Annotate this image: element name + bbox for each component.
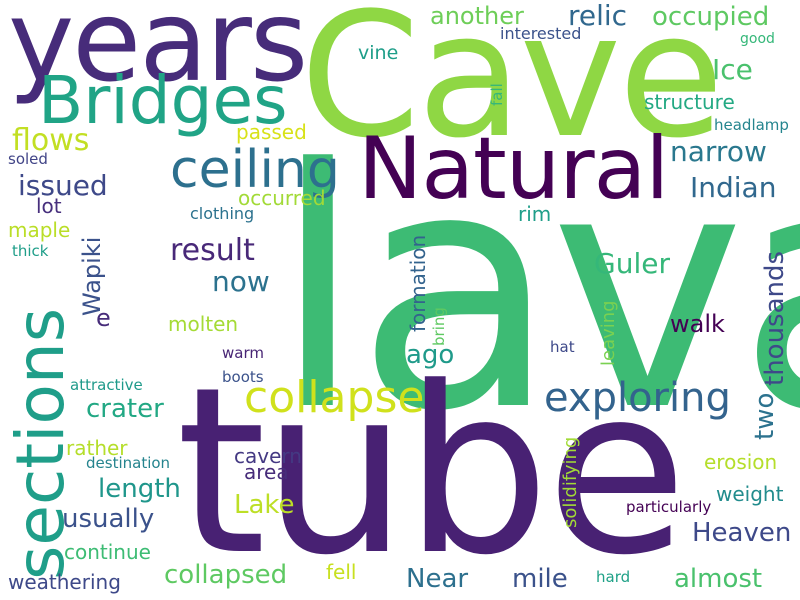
word-rather: rather — [66, 436, 128, 460]
word-clothing: clothing — [190, 204, 255, 223]
word-now: now — [212, 265, 270, 298]
word-rim: rim — [518, 202, 552, 226]
word-flows: flows — [12, 123, 90, 158]
word-cave: Cave — [300, 0, 724, 176]
word-occupied: occupied — [652, 2, 770, 32]
word-exploring: exploring — [544, 375, 731, 421]
word-lava: lava — [272, 99, 800, 483]
word-mile: mile — [512, 564, 568, 594]
word-warm: warm — [222, 344, 264, 362]
word-erosion: erosion — [704, 450, 778, 474]
word-fell: fell — [326, 560, 357, 584]
word-narrow: narrow — [670, 135, 767, 168]
word-destination: destination — [86, 454, 171, 472]
word-e: e — [96, 304, 111, 332]
word-ice: Ice — [712, 53, 753, 86]
word-continue: continue — [64, 540, 151, 564]
word-passed: passed — [236, 120, 307, 144]
word-particularly: particularly — [626, 498, 712, 516]
word-maple: maple — [8, 218, 71, 242]
word-crater: crater — [86, 394, 164, 424]
word-soled: soled — [8, 150, 48, 168]
word-years: years — [8, 0, 308, 107]
word-issued: issued — [18, 169, 108, 202]
word-thousands: thousands — [760, 250, 790, 386]
word-guler: Guler — [594, 247, 670, 280]
word-natural: Natural — [358, 119, 669, 219]
word-structure: structure — [644, 90, 735, 114]
word-almost: almost — [674, 564, 763, 594]
word-collapse: collapse — [244, 372, 425, 423]
word-tube: tube — [176, 339, 687, 600]
word-result: result — [170, 233, 255, 268]
word-ago: ago — [406, 340, 455, 370]
word-attractive: attractive — [70, 376, 143, 394]
word-near: Near — [406, 564, 469, 594]
word-headlamp: headlamp — [714, 116, 789, 134]
word-boots: boots — [222, 368, 264, 386]
word-weathering: weathering — [8, 570, 121, 594]
word-lake: Lake — [234, 490, 295, 520]
word-leaving: leaving — [598, 300, 619, 366]
word-relic: relic — [568, 0, 628, 32]
word-indian: Indian — [690, 171, 777, 204]
word-cavern: cavern — [234, 444, 302, 468]
word-interested: interested — [500, 24, 582, 43]
word-collapsed: collapsed — [164, 560, 288, 590]
word-lot: lot — [36, 194, 62, 218]
word-two: two — [750, 392, 780, 440]
word-formation: formation — [406, 234, 430, 332]
word-area: area — [244, 460, 289, 484]
word-heaven: Heaven — [692, 518, 792, 548]
word-thick: thick — [12, 242, 49, 260]
word-hat: hat — [550, 338, 575, 356]
word-fall: fall — [488, 83, 506, 106]
word-hard: hard — [596, 568, 631, 586]
word-another: another — [430, 2, 524, 30]
word-usually: usually — [62, 504, 155, 534]
word-weight: weight — [716, 482, 784, 506]
word-molten: molten — [168, 312, 239, 336]
word-bridges: Bridges — [38, 62, 288, 139]
word-vine: vine — [358, 42, 399, 64]
word-solidifying: solidifying — [560, 436, 581, 528]
word-good: good — [740, 31, 775, 47]
word-walk: walk — [670, 310, 725, 338]
word-length: length — [98, 474, 181, 504]
word-occurred: occurred — [238, 186, 326, 210]
word-ceiling: ceiling — [170, 140, 340, 200]
